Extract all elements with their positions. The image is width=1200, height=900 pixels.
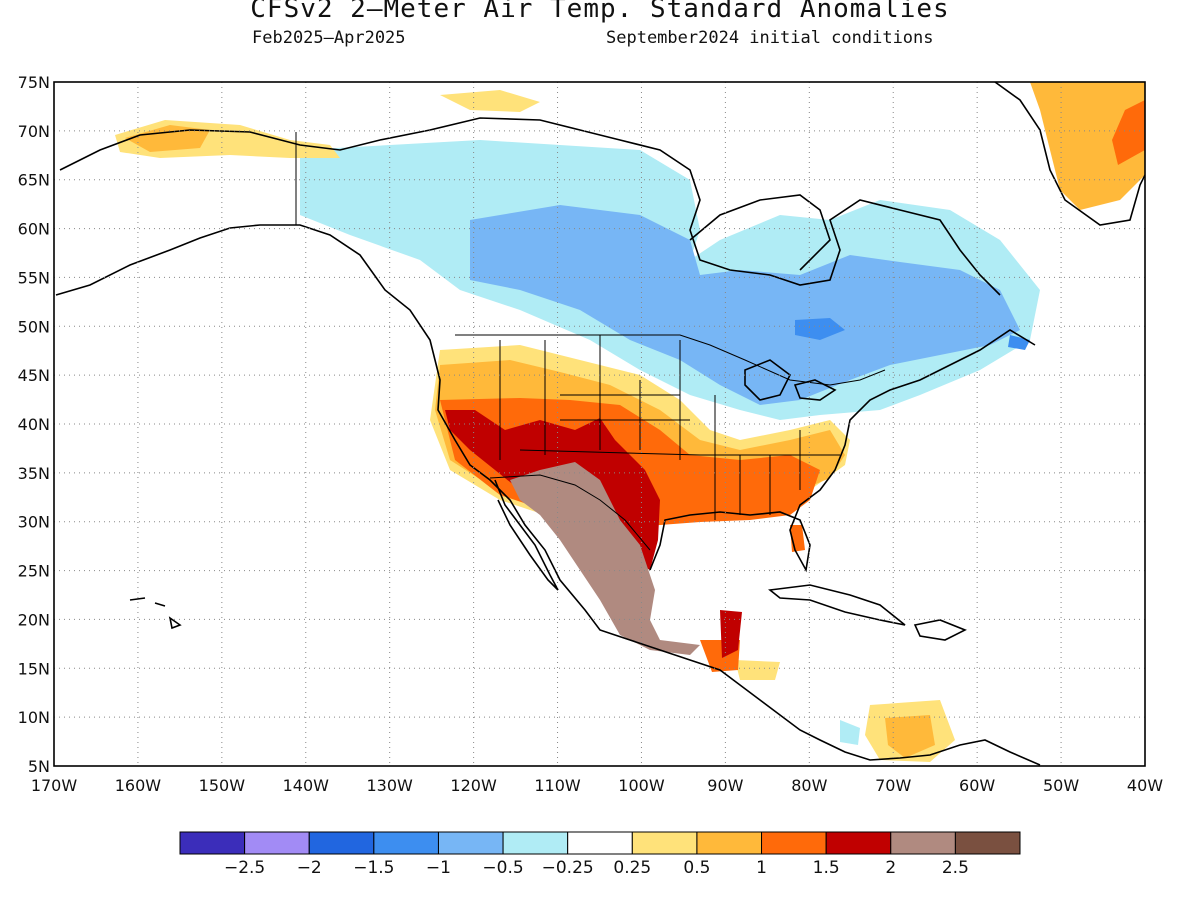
anomaly-region-light-yellow-ca	[735, 660, 780, 680]
anomaly-region-dark-blue	[795, 318, 845, 340]
latitude-tick-label: 75N	[18, 73, 50, 92]
border-canada-us	[455, 334, 886, 386]
colorbar-swatch	[179, 831, 246, 855]
initial-conditions: September2024 initial conditions	[606, 28, 934, 48]
colorbar-swatch	[761, 831, 827, 855]
longitude-tick-label: 130W	[367, 776, 414, 795]
coastline-baja	[494, 479, 559, 591]
colorbar-label: 0.5	[683, 858, 710, 878]
longitude-tick-label: 100W	[618, 776, 665, 795]
graticule	[54, 82, 1145, 766]
political-boundaries	[295, 132, 886, 551]
colorbar-label: 2	[885, 858, 896, 878]
colorbar-swatch	[502, 831, 569, 855]
coastline-hawaii	[129, 597, 182, 630]
colorbar-swatch	[954, 831, 1021, 855]
colorbar-swatch	[567, 831, 633, 855]
colorbar: −2.5 −2 −1.5 −1 −0.5 −0.25 0.25 0.5 1 1.5 2 2.5	[179, 831, 1021, 878]
anomaly-region-light-blue-2	[840, 720, 860, 745]
latitude-tick-label: 30N	[18, 513, 50, 532]
colorbar-swatch	[696, 831, 763, 855]
latitude-tick-label: 50N	[18, 317, 50, 336]
longitude-labels: 170W 160W 150W 140W 130W 120W 110W 100W 90W 80W 70…	[31, 776, 1163, 795]
colorbar-label: 2.5	[942, 858, 969, 878]
colorbar-swatch	[890, 831, 956, 855]
colorbar-label: −2	[297, 858, 322, 878]
anomaly-region-orange-greenland	[1030, 82, 1145, 210]
coastline-arctic	[59, 117, 1001, 296]
longitude-tick-label: 160W	[115, 776, 162, 795]
colorbar-label: −1.5	[353, 858, 394, 878]
latitude-tick-label: 35N	[18, 464, 50, 483]
latitude-tick-label: 55N	[18, 268, 50, 287]
colorbar-label: 1	[756, 858, 767, 878]
colorbar-swatch	[825, 831, 892, 855]
colorbar-label: −0.25	[542, 858, 594, 878]
colorbar-swatch	[373, 831, 439, 855]
coastline-cuba	[768, 584, 906, 626]
longitude-tick-label: 50W	[1043, 776, 1079, 795]
longitude-tick-label: 120W	[450, 776, 497, 795]
coastline-greenland	[994, 82, 1145, 226]
latitude-tick-label: 25N	[18, 562, 50, 581]
latitude-tick-label: 65N	[18, 171, 50, 190]
longitude-tick-label: 170W	[31, 776, 78, 795]
longitude-tick-label: 150W	[199, 776, 246, 795]
anomaly-region-orange-sa	[885, 715, 935, 758]
latitude-tick-label: 5N	[28, 757, 50, 776]
longitude-tick-label: 70W	[875, 776, 911, 795]
latitude-tick-label: 10N	[18, 708, 50, 727]
latitude-tick-label: 15N	[18, 659, 50, 678]
latitude-labels: 5N 10N 15N 20N 25N 30N 35N 40N 45N 50N 55N 60N 65N 70…	[18, 73, 50, 776]
colorbar-label: 0.25	[613, 858, 651, 878]
anomaly-region-blue	[470, 205, 1020, 405]
longitude-tick-label: 40W	[1127, 776, 1163, 795]
forecast-period: Feb2025–Apr2025	[252, 28, 406, 48]
colorbar-label: −1	[426, 858, 451, 878]
map-frame	[53, 81, 1146, 767]
longitude-tick-label: 140W	[283, 776, 330, 795]
latitude-tick-label: 40N	[18, 415, 50, 434]
map-title: CFSv2 2–Meter Air Temp. Standard Anomali…	[250, 0, 950, 24]
longitude-tick-label: 80W	[791, 776, 827, 795]
latitude-tick-label: 60N	[18, 220, 50, 239]
colorbar-label: −2.5	[224, 858, 265, 878]
longitude-tick-label: 60W	[959, 776, 995, 795]
coastline-north-america	[55, 224, 1041, 766]
colorbar-swatch	[631, 831, 698, 855]
latitude-tick-label: 20N	[18, 610, 50, 629]
state-borders	[499, 335, 840, 520]
colorbar-swatch	[308, 831, 375, 855]
coastline-hispaniola	[913, 619, 967, 641]
colorbar-swatch	[244, 831, 310, 855]
anomaly-region-light-yellow-arctic	[440, 90, 540, 112]
coastline-great-lakes	[744, 359, 837, 401]
border-us-mexico	[489, 474, 651, 551]
colorbar-swatch	[437, 831, 504, 855]
anomaly-region-brown	[510, 462, 700, 655]
latitude-tick-label: 45N	[18, 366, 50, 385]
anomaly-region-orange-alaska	[125, 125, 210, 152]
longitude-tick-label: 90W	[707, 776, 743, 795]
anomaly-region-dark-orange-greenland	[1112, 100, 1145, 165]
colorbar-label: 1.5	[813, 858, 840, 878]
longitude-tick-label: 110W	[534, 776, 581, 795]
colorbar-label: −0.5	[482, 858, 523, 878]
coastline-hudson-bay	[689, 194, 831, 271]
latitude-tick-label: 70N	[18, 122, 50, 141]
